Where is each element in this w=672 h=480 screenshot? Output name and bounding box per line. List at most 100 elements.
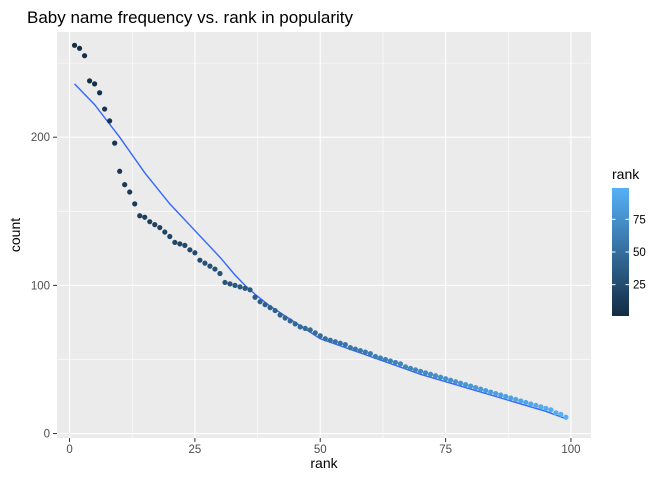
data-point bbox=[182, 242, 188, 248]
data-point bbox=[453, 379, 459, 385]
data-point bbox=[137, 213, 143, 219]
data-point bbox=[417, 368, 424, 374]
data-point bbox=[543, 405, 549, 411]
data-point bbox=[508, 395, 514, 401]
color-legend: rank 25 50 75 bbox=[612, 166, 646, 316]
data-point bbox=[367, 350, 373, 357]
data-point bbox=[217, 270, 223, 277]
data-point bbox=[327, 337, 333, 343]
data-point bbox=[317, 333, 323, 339]
legend-tick-label: 75 bbox=[633, 214, 646, 226]
legend-ticks: 25 50 75 bbox=[612, 214, 646, 292]
data-point bbox=[92, 81, 98, 87]
data-point bbox=[272, 307, 278, 314]
data-point bbox=[437, 374, 444, 380]
data-point bbox=[558, 411, 564, 417]
data-point bbox=[473, 385, 479, 391]
x-tick-label: 25 bbox=[188, 444, 201, 456]
y-axis-title: count bbox=[7, 218, 23, 252]
data-point bbox=[458, 380, 464, 386]
data-point bbox=[533, 402, 539, 409]
data-point bbox=[347, 345, 353, 351]
data-point bbox=[162, 229, 168, 235]
major-gridlines bbox=[57, 32, 591, 438]
data-point bbox=[503, 393, 509, 400]
data-point bbox=[297, 324, 303, 330]
data-point bbox=[142, 214, 148, 220]
data-point bbox=[312, 330, 318, 336]
data-point bbox=[528, 401, 534, 407]
data-point bbox=[157, 224, 163, 231]
data-point bbox=[167, 233, 173, 240]
y-tick-label: 100 bbox=[31, 280, 50, 292]
data-point bbox=[107, 118, 113, 124]
data-point bbox=[257, 299, 263, 305]
data-point bbox=[112, 140, 118, 146]
data-point bbox=[197, 257, 203, 263]
data-point bbox=[448, 377, 454, 383]
data-point bbox=[86, 78, 93, 84]
x-tick-label: 100 bbox=[561, 444, 580, 456]
data-point bbox=[227, 281, 233, 287]
data-point bbox=[212, 266, 218, 272]
data-point bbox=[432, 373, 439, 379]
data-point bbox=[518, 398, 524, 404]
data-point bbox=[468, 383, 474, 389]
data-point bbox=[488, 389, 494, 395]
data-point bbox=[548, 407, 554, 413]
data-point bbox=[177, 241, 183, 247]
data-point bbox=[247, 287, 253, 293]
data-point bbox=[307, 327, 313, 333]
data-point bbox=[538, 404, 544, 410]
data-point bbox=[117, 168, 123, 174]
legend-tick-label: 25 bbox=[633, 280, 646, 292]
data-point bbox=[442, 376, 449, 382]
x-axis-ticks: 0 25 50 75 100 bbox=[66, 438, 581, 456]
data-point bbox=[392, 359, 399, 366]
data-point bbox=[463, 382, 469, 388]
data-point bbox=[202, 260, 208, 266]
data-point bbox=[127, 189, 133, 195]
data-point bbox=[337, 340, 343, 346]
data-point bbox=[97, 90, 103, 96]
points-layer bbox=[71, 42, 569, 420]
data-point bbox=[302, 325, 308, 331]
y-tick-label: 200 bbox=[31, 132, 50, 144]
data-point bbox=[102, 106, 108, 112]
data-point bbox=[232, 282, 238, 288]
data-point bbox=[192, 250, 198, 256]
data-point bbox=[402, 364, 409, 370]
data-point bbox=[262, 302, 268, 308]
data-point bbox=[81, 53, 88, 59]
data-point bbox=[362, 349, 368, 355]
data-point bbox=[563, 414, 569, 420]
plot-panel bbox=[57, 32, 591, 438]
data-point bbox=[382, 356, 389, 363]
legend-colorbar bbox=[612, 188, 629, 316]
data-point bbox=[498, 392, 504, 398]
data-point bbox=[322, 336, 328, 342]
data-point bbox=[71, 42, 78, 48]
data-point bbox=[267, 305, 273, 311]
data-point bbox=[172, 239, 178, 246]
y-axis-ticks: 0 100 200 bbox=[31, 132, 57, 441]
data-point bbox=[483, 387, 489, 394]
data-point bbox=[352, 346, 358, 352]
data-point bbox=[252, 294, 258, 300]
data-point bbox=[76, 45, 83, 51]
data-point bbox=[287, 318, 293, 324]
data-point bbox=[242, 285, 248, 291]
data-point bbox=[397, 361, 404, 367]
x-tick-label: 50 bbox=[314, 444, 327, 456]
data-point bbox=[147, 219, 153, 225]
data-point bbox=[222, 279, 228, 286]
data-point bbox=[277, 312, 283, 318]
data-point bbox=[478, 386, 484, 392]
data-point bbox=[493, 390, 499, 397]
data-point bbox=[342, 342, 348, 348]
data-point bbox=[407, 365, 414, 371]
data-point bbox=[237, 284, 243, 290]
data-point bbox=[513, 396, 519, 403]
data-point bbox=[152, 222, 158, 228]
